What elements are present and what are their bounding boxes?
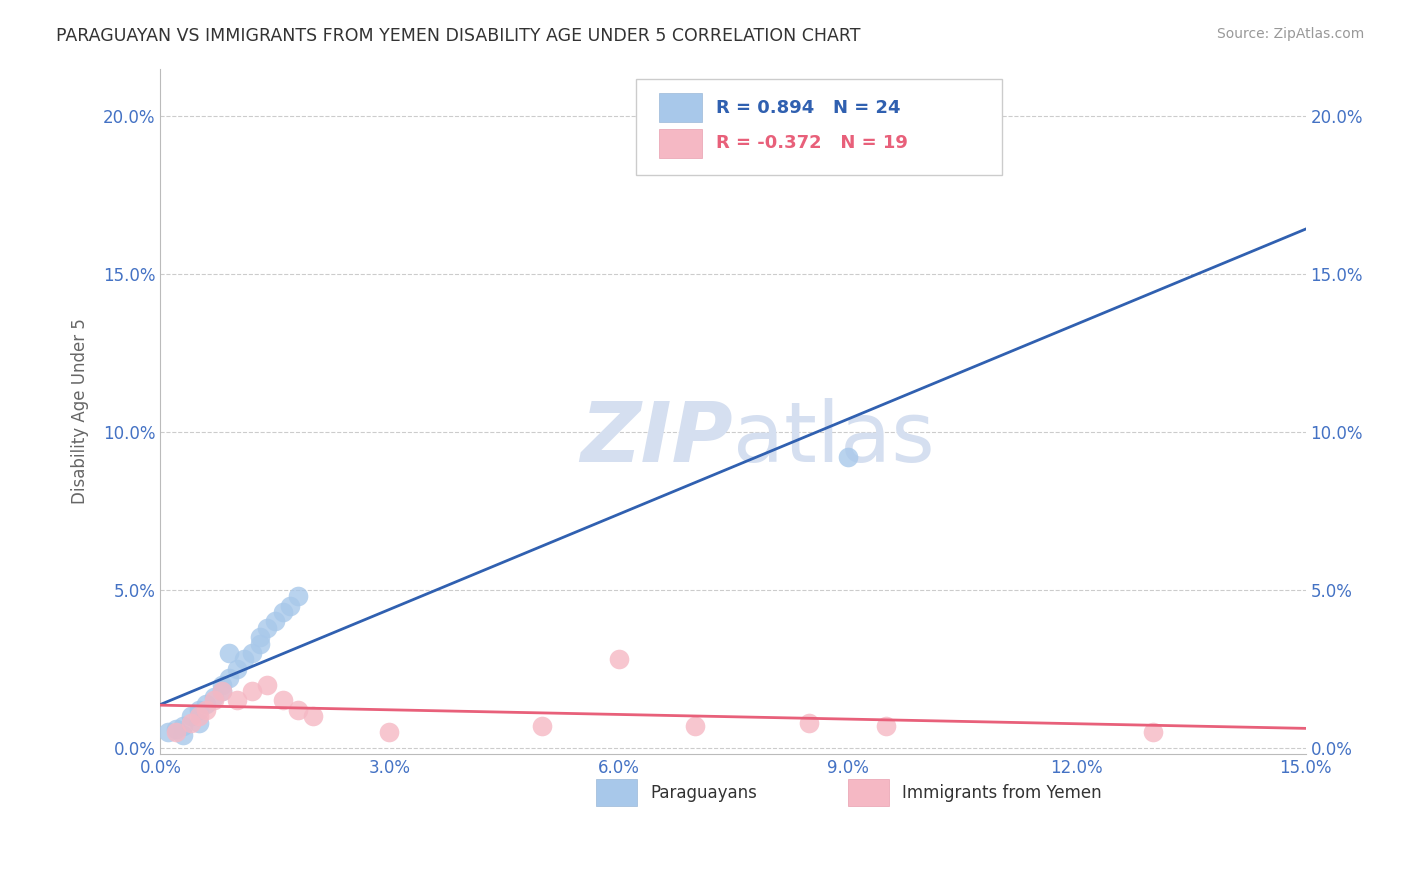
FancyBboxPatch shape	[636, 78, 1002, 175]
Point	[240, 684, 263, 698]
FancyBboxPatch shape	[658, 93, 702, 122]
Point	[180, 709, 202, 723]
Text: Immigrants from Yemen: Immigrants from Yemen	[903, 783, 1102, 802]
Point	[172, 728, 194, 742]
Point	[202, 693, 225, 707]
Point	[157, 725, 180, 739]
Point	[165, 722, 187, 736]
FancyBboxPatch shape	[596, 780, 637, 805]
Point	[271, 693, 294, 707]
Text: PARAGUAYAN VS IMMIGRANTS FROM YEMEN DISABILITY AGE UNDER 5 CORRELATION CHART: PARAGUAYAN VS IMMIGRANTS FROM YEMEN DISA…	[56, 27, 860, 45]
Point	[607, 652, 630, 666]
Point	[211, 678, 233, 692]
Point	[211, 684, 233, 698]
Point	[1142, 725, 1164, 739]
Point	[218, 671, 240, 685]
Point	[256, 621, 278, 635]
Y-axis label: Disability Age Under 5: Disability Age Under 5	[72, 318, 89, 504]
Point	[187, 715, 209, 730]
Point	[287, 703, 309, 717]
Point	[218, 646, 240, 660]
Point	[172, 719, 194, 733]
Point	[240, 646, 263, 660]
Text: ZIP: ZIP	[581, 398, 733, 479]
Point	[180, 715, 202, 730]
Point	[378, 725, 401, 739]
Point	[683, 719, 706, 733]
Text: R = -0.372   N = 19: R = -0.372 N = 19	[716, 135, 908, 153]
Text: Source: ZipAtlas.com: Source: ZipAtlas.com	[1216, 27, 1364, 41]
Point	[202, 690, 225, 705]
Point	[225, 693, 247, 707]
Text: atlas: atlas	[733, 398, 935, 479]
Point	[195, 703, 218, 717]
Point	[195, 697, 218, 711]
Point	[249, 630, 271, 644]
FancyBboxPatch shape	[658, 128, 702, 158]
Point	[225, 662, 247, 676]
Point	[187, 709, 209, 723]
Point	[249, 636, 271, 650]
Text: R = 0.894   N = 24: R = 0.894 N = 24	[716, 99, 900, 117]
Point	[165, 725, 187, 739]
Point	[531, 719, 554, 733]
Text: Paraguayans: Paraguayans	[651, 783, 758, 802]
Point	[799, 715, 821, 730]
Point	[271, 605, 294, 619]
Point	[875, 719, 897, 733]
Point	[187, 703, 209, 717]
Point	[264, 615, 287, 629]
Point	[256, 678, 278, 692]
Point	[302, 709, 325, 723]
Point	[278, 599, 301, 613]
Point	[233, 652, 256, 666]
Point	[211, 684, 233, 698]
Point	[287, 589, 309, 603]
Point	[837, 450, 859, 464]
FancyBboxPatch shape	[848, 780, 889, 805]
